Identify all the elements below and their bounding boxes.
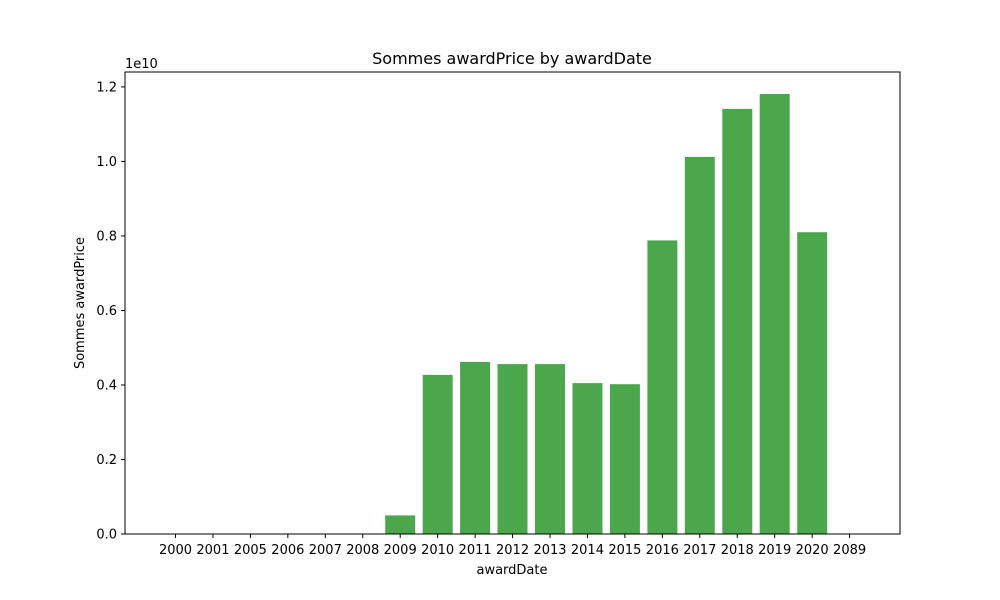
- bar-2012: [497, 364, 528, 534]
- x-tick-label: 2013: [533, 543, 566, 558]
- bar-2009: [385, 515, 416, 534]
- bar-2016: [647, 240, 678, 534]
- x-tick-label: 2017: [683, 543, 716, 558]
- x-tick-label: 2016: [646, 543, 679, 558]
- y-scale-label: 1e10: [125, 57, 158, 72]
- x-tick-label: 2018: [721, 543, 754, 558]
- x-tick-label: 2020: [796, 543, 829, 558]
- x-tick-label: 2009: [384, 543, 417, 558]
- y-axis-label: Sommes awardPrice: [73, 237, 88, 369]
- plot-frame: [124, 71, 901, 535]
- bar-2011: [460, 361, 491, 534]
- x-tick-label: 2001: [196, 543, 229, 558]
- bar-2017: [684, 156, 715, 534]
- bar-2020: [797, 232, 828, 534]
- bar-2010: [422, 374, 453, 534]
- bar-2018: [722, 108, 753, 535]
- x-axis-label: awardDate: [476, 563, 547, 578]
- x-tick-label: 2006: [271, 543, 304, 558]
- y-tick-label: 1.0: [96, 155, 117, 170]
- chart-title: Sommes awardPrice by awardDate: [372, 49, 652, 68]
- x-tick-label: 2007: [309, 543, 342, 558]
- y-tick-label: 0.0: [96, 528, 117, 543]
- bar-2015: [609, 384, 640, 534]
- bar-2013: [535, 364, 565, 534]
- x-tick-label: 2014: [571, 543, 604, 558]
- y-tick-label: 0.4: [96, 378, 117, 393]
- bar-2014: [572, 383, 603, 534]
- x-tick-label: 2011: [459, 543, 492, 558]
- x-tick-label: 2012: [496, 543, 529, 558]
- x-tick-label: 2010: [421, 543, 454, 558]
- x-tick-label: 2089: [833, 543, 866, 558]
- x-tick-label: 2019: [758, 543, 791, 558]
- x-tick-label: 2008: [346, 543, 379, 558]
- y-tick-label: 0.8: [96, 229, 117, 244]
- x-tick-label: 2005: [234, 543, 267, 558]
- x-tick-label: 2015: [608, 543, 641, 558]
- bars-group: [385, 94, 828, 535]
- bar-2019: [759, 94, 790, 534]
- y-tick-label: 0.2: [96, 453, 117, 468]
- x-axis: 2000 2001 2005 2006 2007 2008 2009 2010 2011 2012…: [159, 534, 866, 558]
- x-tick-label: 2000: [159, 543, 192, 558]
- y-axis: 0.0 0.2 0.4 0.6 0.8 1.0 1.2: [96, 80, 125, 543]
- y-tick-label: 0.6: [96, 304, 117, 319]
- y-tick-label: 1.2: [96, 80, 117, 95]
